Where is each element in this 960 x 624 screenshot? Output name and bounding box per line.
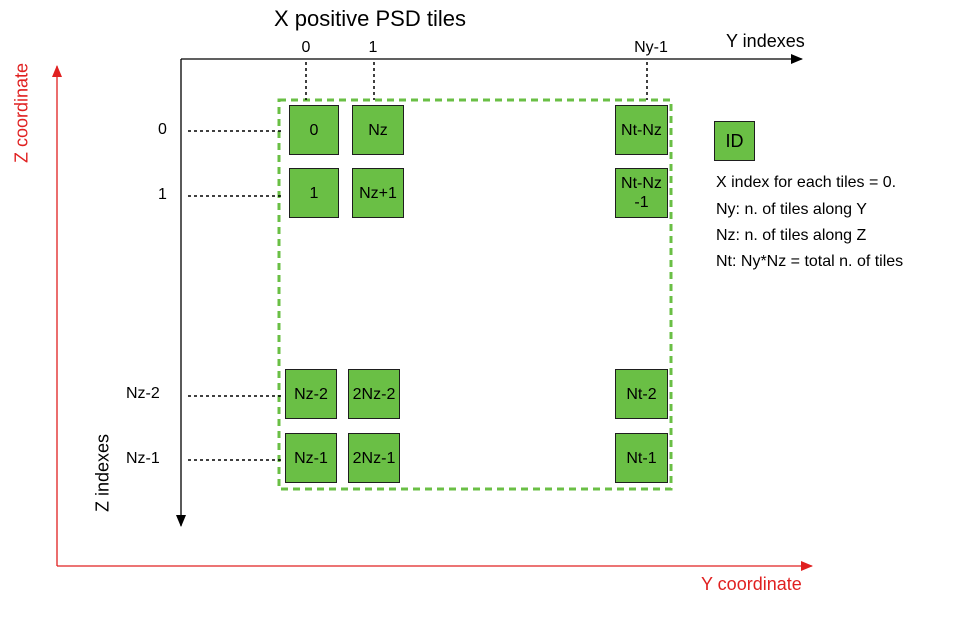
z-indexes-label: Z indexes bbox=[92, 433, 113, 513]
legend-note-x-index: X index for each tiles = 0. bbox=[716, 174, 897, 191]
legend-id-box: ID bbox=[714, 121, 755, 161]
z-coordinate-label: Z coordinate bbox=[11, 62, 32, 164]
column-index-1: 1 bbox=[368, 39, 378, 56]
tile-row3-colN: Nt-1 bbox=[615, 433, 668, 483]
tile-row1-col0: 1 bbox=[289, 168, 339, 218]
tile-row0-col0: 0 bbox=[289, 105, 339, 155]
column-index-ny-1: Ny-1 bbox=[634, 39, 668, 56]
column-index-0: 0 bbox=[301, 39, 311, 56]
tile-row2-col1: 2Nz-2 bbox=[348, 369, 400, 419]
row-index-nz-1: Nz-1 bbox=[126, 450, 160, 467]
tile-row2-col0: Nz-2 bbox=[285, 369, 337, 419]
row-index-1: 1 bbox=[158, 186, 167, 203]
y-indexes-label: Y indexes bbox=[726, 31, 805, 51]
legend-note-ny: Ny: n. of tiles along Y bbox=[716, 201, 867, 218]
diagram-title: X positive PSD tiles bbox=[274, 6, 466, 31]
tile-row0-colN: Nt-Nz bbox=[615, 105, 668, 155]
y-coordinate-label: Y coordinate bbox=[701, 574, 802, 594]
legend-note-nz: Nz: n. of tiles along Z bbox=[716, 227, 867, 244]
tile-row1-col1: Nz+1 bbox=[352, 168, 404, 218]
legend-note-nt: Nt: Ny*Nz = total n. of tiles bbox=[716, 253, 904, 270]
row-index-nz-2: Nz-2 bbox=[126, 385, 160, 402]
tile-row0-col1: Nz bbox=[352, 105, 404, 155]
tile-row3-col0: Nz-1 bbox=[285, 433, 337, 483]
tile-row2-colN: Nt-2 bbox=[615, 369, 668, 419]
tile-region-boundary bbox=[277, 98, 673, 491]
tile-row3-col1: 2Nz-1 bbox=[348, 433, 400, 483]
tile-row1-colN: Nt-Nz -1 bbox=[615, 168, 668, 218]
row-index-0: 0 bbox=[158, 121, 167, 138]
